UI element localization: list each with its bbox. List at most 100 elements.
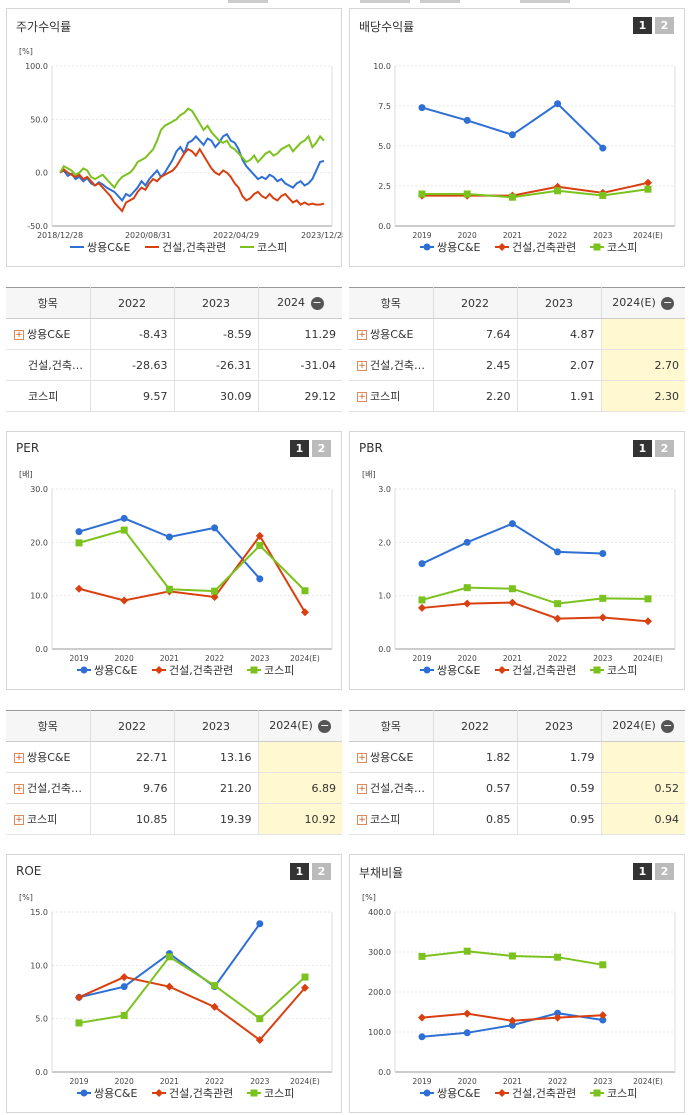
x-tick-label: 2021: [503, 1077, 522, 1086]
table-cell: 9.76: [90, 772, 175, 804]
data-point: [508, 585, 516, 593]
table-row: + 건설,건축관련 0.57 0.59 0.52: [349, 772, 685, 804]
table-cell: 0.94: [601, 803, 685, 835]
per-panel: PER 1 2 [배] 30.0 20.0 10.0 0.0 2019 2020 2021 20…: [6, 431, 342, 690]
table-cell: 0.59: [517, 772, 602, 804]
series-line: [421, 102, 604, 149]
row-label: 건설,건축관련: [370, 359, 433, 372]
expand-icon[interactable]: +: [14, 815, 24, 825]
series-line: [422, 181, 649, 197]
row-label: 쌍용C&E: [27, 328, 71, 341]
data-point: [554, 548, 562, 556]
page-2-button[interactable]: 2: [312, 863, 331, 880]
data-point: [644, 595, 652, 603]
row-label: 건설,건축관련: [28, 359, 90, 372]
page-1-button[interactable]: 1: [290, 863, 309, 880]
y-tick-label: 0.0: [378, 645, 391, 654]
data-point: [165, 533, 173, 541]
panel-title: PBR: [359, 441, 383, 455]
data-point: [599, 961, 607, 969]
table-cell: 21.20: [174, 772, 259, 804]
per-chart: [배] 30.0 20.0 10.0 0.0 2019 2020 2021 2022 2023 20…: [19, 470, 333, 677]
page-1-button[interactable]: 1: [633, 863, 652, 880]
panel-title: 주가수익률: [16, 20, 72, 34]
legend-marker: [155, 666, 163, 674]
data-point: [75, 584, 83, 593]
y-tick-label: 10.0: [30, 961, 48, 970]
x-tick-label: 2022: [548, 654, 567, 663]
expand-icon[interactable]: +: [14, 753, 24, 763]
data-point: [75, 528, 83, 536]
collapse-icon[interactable]: −: [661, 295, 675, 310]
collapse-icon[interactable]: −: [661, 718, 675, 733]
expand-icon[interactable]: +: [357, 392, 367, 402]
x-tick-label: 2021: [503, 231, 522, 240]
data-point: [120, 1011, 128, 1019]
data-point: [644, 617, 652, 626]
y-tick-label: 10.0: [373, 62, 391, 71]
top-edge-fragment: [420, 0, 460, 3]
table-cell: 2.70: [601, 349, 685, 381]
expand-icon[interactable]: +: [357, 330, 367, 340]
row-label: 코스피: [370, 813, 401, 826]
x-tick-label: 2022: [205, 654, 224, 663]
table-row: 코스피 9.57 30.09 29.12: [6, 380, 342, 412]
table-cell: 11.29: [258, 318, 342, 350]
x-tick-label: 2020: [458, 231, 477, 240]
data-point: [508, 1021, 516, 1029]
data-point: [554, 187, 562, 195]
x-tick-label: 2022: [205, 1077, 224, 1086]
table-cell: 19.39: [174, 803, 259, 835]
page-2-button[interactable]: 2: [655, 440, 674, 457]
data-point: [301, 608, 309, 617]
table-cell: [258, 741, 342, 773]
collapse-icon[interactable]: −: [318, 718, 332, 733]
series-line: [421, 522, 603, 565]
top-edge-fragment: [228, 0, 268, 3]
legend-marker: [80, 1089, 88, 1097]
row-label: 건설,건축관련: [370, 782, 433, 795]
series-line: [78, 528, 306, 593]
table-cell: 2.45: [433, 349, 518, 381]
page-2-button[interactable]: 2: [655, 17, 674, 34]
table-row: + 코스피 10.85 19.39 10.92: [6, 803, 342, 835]
page-buttons: 1 2: [633, 17, 674, 34]
y-tick-label: 3.0: [378, 485, 391, 494]
y-tick-label: 1.0: [378, 592, 391, 601]
data-point: [418, 104, 426, 112]
y-tick-label: 20.0: [30, 538, 48, 547]
collapse-icon[interactable]: −: [310, 295, 324, 310]
expand-icon[interactable]: +: [14, 784, 24, 794]
unit-label: [%]: [19, 893, 33, 902]
data-point: [165, 953, 173, 961]
col-header-label: 2024: [277, 296, 305, 310]
table-cell: 10.92: [258, 803, 342, 835]
expand-icon[interactable]: +: [357, 815, 367, 825]
page-1-button[interactable]: 1: [290, 440, 309, 457]
page-1-button[interactable]: 1: [633, 17, 652, 34]
legend-label: 건설,건축관련: [169, 664, 233, 677]
data-point: [210, 592, 219, 601]
col-header: 항목: [6, 287, 91, 319]
data-point: [463, 947, 471, 955]
top-edge-fragment: [360, 0, 410, 3]
expand-icon[interactable]: +: [14, 330, 24, 340]
page-2-button[interactable]: 2: [655, 863, 674, 880]
expand-icon[interactable]: +: [357, 361, 367, 371]
table-cell: 30.09: [174, 380, 259, 412]
legend-label: 코스피: [257, 241, 287, 254]
expand-icon[interactable]: +: [357, 784, 367, 794]
table-row: + 코스피 0.85 0.95 0.94: [349, 803, 685, 835]
col-header-label: 2024(E): [612, 296, 656, 310]
table-row: + 건설,건축관련 9.76 21.20 6.89: [6, 772, 342, 804]
expand-icon[interactable]: +: [357, 753, 367, 763]
page-2-button[interactable]: 2: [312, 440, 331, 457]
data-point: [120, 514, 128, 522]
pbr-panel: PBR 1 2 [배] 3.0 2.0 1.0 0.0 2019 2020 2021 2022 2…: [349, 431, 685, 690]
page-1-button[interactable]: 1: [633, 440, 652, 457]
panel-title: ROE: [16, 864, 42, 878]
table-cell: 29.12: [258, 380, 342, 412]
table-cell: 9.57: [90, 380, 175, 412]
table-cell: 2.30: [601, 380, 685, 412]
